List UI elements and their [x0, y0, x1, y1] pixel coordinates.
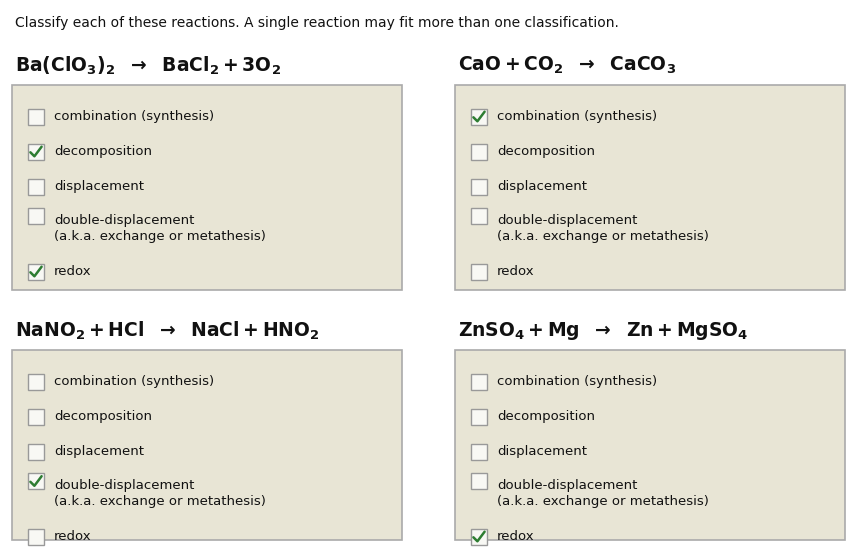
FancyBboxPatch shape [12, 85, 402, 290]
Text: $\mathbf{NaNO_2+HCl}$  $\mathbf{\rightarrow}$  $\mathbf{NaCl+HNO_2}$: $\mathbf{NaNO_2+HCl}$ $\mathbf{\rightarr… [15, 320, 320, 342]
Bar [471, 109, 487, 124]
Text: double-displacement: double-displacement [497, 214, 638, 227]
Bar [471, 264, 487, 279]
Text: displacement: displacement [54, 180, 144, 193]
Bar [28, 443, 44, 460]
Bar [28, 374, 44, 390]
Bar [471, 408, 487, 425]
Text: displacement: displacement [54, 445, 144, 458]
Bar [471, 528, 487, 545]
Text: displacement: displacement [497, 445, 587, 458]
Text: combination (synthesis): combination (synthesis) [54, 110, 214, 123]
Text: (a.k.a. exchange or metathesis): (a.k.a. exchange or metathesis) [54, 495, 266, 508]
Bar [28, 473, 44, 489]
Text: $\mathbf{CaO+CO_2}$  $\mathbf{\rightarrow}$  $\mathbf{CaCO_3}$: $\mathbf{CaO+CO_2}$ $\mathbf{\rightarrow… [458, 55, 676, 76]
FancyBboxPatch shape [12, 350, 402, 540]
FancyBboxPatch shape [455, 350, 845, 540]
Text: double-displacement: double-displacement [497, 479, 638, 492]
Bar [471, 374, 487, 390]
Text: Classify each of these reactions. A single reaction may fit more than one classi: Classify each of these reactions. A sing… [15, 16, 619, 30]
FancyBboxPatch shape [455, 85, 845, 290]
Bar [471, 473, 487, 489]
Text: $\mathbf{ZnSO_4+Mg}$  $\mathbf{\rightarrow}$  $\mathbf{Zn+MgSO_4}$: $\mathbf{ZnSO_4+Mg}$ $\mathbf{\rightarro… [458, 320, 748, 342]
Text: decomposition: decomposition [54, 410, 152, 423]
Bar [28, 179, 44, 195]
Text: (a.k.a. exchange or metathesis): (a.k.a. exchange or metathesis) [497, 495, 709, 508]
Text: decomposition: decomposition [54, 145, 152, 158]
Bar [471, 208, 487, 224]
Text: (a.k.a. exchange or metathesis): (a.k.a. exchange or metathesis) [497, 230, 709, 243]
Text: $\mathbf{Ba(ClO_3)_2}$  $\mathbf{\rightarrow}$  $\mathbf{BaCl_2+3O_2}$: $\mathbf{Ba(ClO_3)_2}$ $\mathbf{\rightar… [15, 55, 281, 77]
Bar [471, 144, 487, 159]
Text: displacement: displacement [497, 180, 587, 193]
Bar [28, 528, 44, 545]
Text: (a.k.a. exchange or metathesis): (a.k.a. exchange or metathesis) [54, 230, 266, 243]
Bar [471, 179, 487, 195]
Text: double-displacement: double-displacement [54, 479, 195, 492]
Text: redox: redox [497, 265, 535, 278]
Text: decomposition: decomposition [497, 410, 595, 423]
Text: decomposition: decomposition [497, 145, 595, 158]
Bar [28, 109, 44, 124]
Text: double-displacement: double-displacement [54, 214, 195, 227]
Bar [28, 144, 44, 159]
Text: redox: redox [497, 530, 535, 543]
Bar [28, 264, 44, 279]
Text: redox: redox [54, 530, 92, 543]
Bar [28, 208, 44, 224]
Text: redox: redox [54, 265, 92, 278]
Text: combination (synthesis): combination (synthesis) [497, 375, 657, 388]
Bar [471, 443, 487, 460]
Bar [28, 408, 44, 425]
Text: combination (synthesis): combination (synthesis) [54, 375, 214, 388]
Text: combination (synthesis): combination (synthesis) [497, 110, 657, 123]
